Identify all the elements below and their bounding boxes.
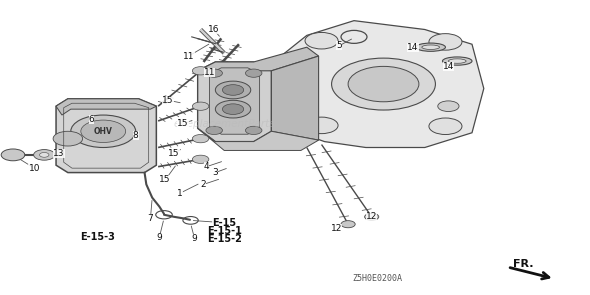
Text: 8: 8 <box>133 131 139 140</box>
Circle shape <box>192 135 209 143</box>
Text: 14: 14 <box>442 62 454 71</box>
Circle shape <box>348 66 419 102</box>
Circle shape <box>332 58 435 110</box>
Circle shape <box>222 104 244 114</box>
Text: 11: 11 <box>183 52 195 60</box>
Text: 15: 15 <box>162 96 174 105</box>
Circle shape <box>215 81 251 99</box>
Text: 15: 15 <box>177 119 189 128</box>
Text: 10: 10 <box>28 164 40 173</box>
Polygon shape <box>56 99 156 115</box>
Text: OHV: OHV <box>94 127 113 136</box>
Circle shape <box>206 69 222 77</box>
Circle shape <box>192 67 209 75</box>
Text: E-15-3: E-15-3 <box>80 232 116 242</box>
Text: 14: 14 <box>407 43 419 52</box>
Circle shape <box>245 69 262 77</box>
Text: 11: 11 <box>204 68 215 77</box>
Text: 9: 9 <box>156 233 162 242</box>
Circle shape <box>34 150 55 160</box>
Text: 12: 12 <box>330 224 342 233</box>
Ellipse shape <box>442 57 472 65</box>
Polygon shape <box>198 62 271 142</box>
Text: 12: 12 <box>366 212 378 221</box>
Polygon shape <box>209 68 260 134</box>
Polygon shape <box>198 47 319 71</box>
Text: E-15-1: E-15-1 <box>206 226 242 236</box>
Text: 15: 15 <box>168 149 180 158</box>
Text: 6: 6 <box>88 115 94 124</box>
Text: 13: 13 <box>53 149 65 158</box>
Circle shape <box>81 120 126 142</box>
Text: 4: 4 <box>204 162 209 171</box>
Circle shape <box>305 32 338 49</box>
Circle shape <box>1 149 25 161</box>
Polygon shape <box>198 128 319 150</box>
Circle shape <box>215 100 251 118</box>
Text: 16: 16 <box>208 25 219 34</box>
Ellipse shape <box>416 43 445 51</box>
Circle shape <box>429 34 462 50</box>
Text: eReplacementParts: eReplacementParts <box>173 119 275 129</box>
Text: 1: 1 <box>177 189 183 198</box>
Text: 9: 9 <box>192 235 198 243</box>
Text: 15: 15 <box>159 176 171 184</box>
Text: FR.: FR. <box>513 259 534 269</box>
Circle shape <box>192 102 209 110</box>
Text: Z5H0E0200A: Z5H0E0200A <box>353 274 402 283</box>
Ellipse shape <box>422 45 440 50</box>
Circle shape <box>305 117 338 134</box>
Circle shape <box>245 126 262 135</box>
Text: E-15-2: E-15-2 <box>206 234 242 244</box>
Text: E-15: E-15 <box>212 218 236 228</box>
Circle shape <box>429 118 462 135</box>
Text: 2: 2 <box>201 180 206 189</box>
Text: 3: 3 <box>212 168 218 177</box>
Circle shape <box>40 153 49 157</box>
Polygon shape <box>56 99 156 173</box>
Text: 5: 5 <box>336 41 342 50</box>
Polygon shape <box>271 56 319 140</box>
Circle shape <box>222 85 244 95</box>
Circle shape <box>341 221 355 228</box>
Circle shape <box>438 101 459 112</box>
Circle shape <box>365 213 379 220</box>
Circle shape <box>206 126 222 135</box>
Circle shape <box>192 155 209 163</box>
Polygon shape <box>266 21 484 148</box>
Circle shape <box>71 115 136 148</box>
Ellipse shape <box>448 59 466 63</box>
Circle shape <box>53 131 83 146</box>
Text: 7: 7 <box>148 214 153 223</box>
